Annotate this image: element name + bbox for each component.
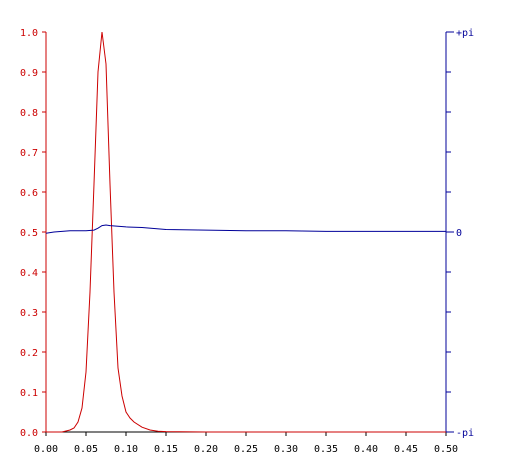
x-tick-label: 0.30 bbox=[274, 444, 298, 455]
y-left-tick-label: 0.5 bbox=[20, 228, 38, 239]
y-right-tick-label: +pi bbox=[456, 28, 474, 39]
y-left-tick-label: 0.6 bbox=[20, 188, 38, 199]
series-layer bbox=[45, 31, 446, 433]
x-tick-label: 0.25 bbox=[234, 444, 258, 455]
x-tick-label: 0.40 bbox=[354, 444, 378, 455]
axes bbox=[42, 31, 454, 436]
y-right-tick-label: -pi bbox=[456, 428, 474, 439]
y-left-tick-label: 0.9 bbox=[20, 68, 38, 79]
y-left-tick-label: 0.8 bbox=[20, 108, 38, 119]
x-tick-label: 0.45 bbox=[394, 444, 418, 455]
y-left-tick-label: 0.2 bbox=[20, 348, 38, 359]
x-tick-label: 0.20 bbox=[194, 444, 218, 455]
x-tick-label: 0.00 bbox=[34, 444, 58, 455]
magnitude-series-line bbox=[46, 31, 446, 433]
phase-series-line bbox=[45, 224, 446, 234]
x-tick-label: 0.05 bbox=[74, 444, 98, 455]
y-left-tick-label: 0.0 bbox=[20, 428, 38, 439]
y-left-tick-label: 1.0 bbox=[20, 28, 38, 39]
y-right-tick-label: 0 bbox=[456, 228, 462, 239]
x-tick-label: 0.15 bbox=[154, 444, 178, 455]
y-left-tick-label: 0.7 bbox=[20, 148, 38, 159]
x-tick-label: 0.35 bbox=[314, 444, 338, 455]
x-tick-label: 0.50 bbox=[434, 444, 458, 455]
y-left-tick-label: 0.1 bbox=[20, 388, 38, 399]
y-left-tick-label: 0.4 bbox=[20, 268, 38, 279]
x-tick-label: 0.10 bbox=[114, 444, 138, 455]
tick-labels: 0.0 0.1 0.2 0.3 0.4 0.5 0.6 0.7 0.8 0.9 1.0 0.00 0.0… bbox=[20, 28, 474, 455]
y-left-tick-label: 0.3 bbox=[20, 308, 38, 319]
